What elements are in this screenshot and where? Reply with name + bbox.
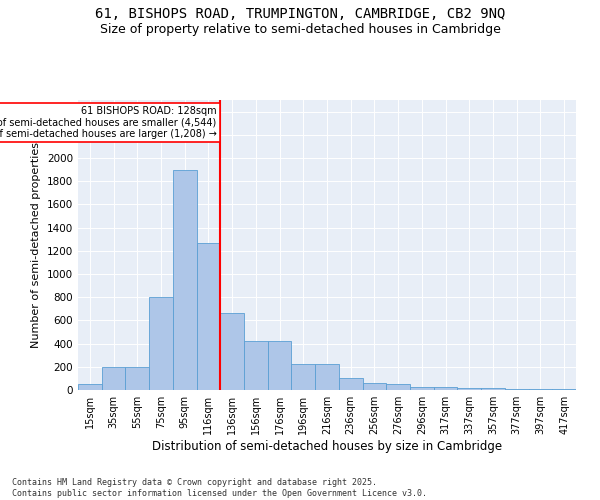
Bar [220,314,244,390]
Bar [244,342,268,390]
Bar [149,297,173,390]
Bar [362,383,386,390]
Bar [386,384,410,390]
Bar [481,388,505,390]
Bar [173,170,197,390]
X-axis label: Distribution of semi-detached houses by size in Cambridge: Distribution of semi-detached houses by … [152,440,502,453]
Bar [434,386,457,390]
Bar [315,364,339,390]
Text: 61 BISHOPS ROAD: 128sqm
← 79% of semi-detached houses are smaller (4,544)
21% of: 61 BISHOPS ROAD: 128sqm ← 79% of semi-de… [0,106,217,139]
Bar [125,367,149,390]
Bar [457,388,481,390]
Bar [410,386,434,390]
Text: Size of property relative to semi-detached houses in Cambridge: Size of property relative to semi-detach… [100,22,500,36]
Bar [102,367,125,390]
Bar [339,378,362,390]
Bar [292,364,315,390]
Text: Contains HM Land Registry data © Crown copyright and database right 2025.
Contai: Contains HM Land Registry data © Crown c… [12,478,427,498]
Text: 61, BISHOPS ROAD, TRUMPINGTON, CAMBRIDGE, CB2 9NQ: 61, BISHOPS ROAD, TRUMPINGTON, CAMBRIDGE… [95,8,505,22]
Bar [78,384,102,390]
Bar [197,242,220,390]
Bar [268,342,292,390]
Y-axis label: Number of semi-detached properties: Number of semi-detached properties [31,142,41,348]
